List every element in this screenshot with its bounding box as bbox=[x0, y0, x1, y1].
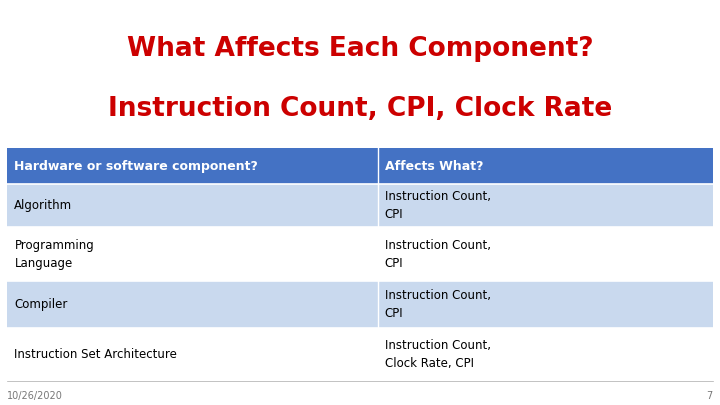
Bar bbox=[7, 328, 713, 381]
Text: Instruction Count, CPI, Clock Rate: Instruction Count, CPI, Clock Rate bbox=[108, 96, 612, 122]
Text: Instruction Count,
CPI: Instruction Count, CPI bbox=[384, 239, 491, 269]
Text: Instruction Count,
CPI: Instruction Count, CPI bbox=[384, 190, 491, 222]
Text: Programming
Language: Programming Language bbox=[14, 239, 94, 269]
Text: Instruction Set Architecture: Instruction Set Architecture bbox=[14, 347, 177, 361]
Bar bbox=[7, 148, 713, 184]
Text: Instruction Count,
Clock Rate, CPI: Instruction Count, Clock Rate, CPI bbox=[384, 339, 491, 370]
Text: Instruction Count,
CPI: Instruction Count, CPI bbox=[384, 289, 491, 320]
Text: Affects What?: Affects What? bbox=[384, 160, 483, 173]
Bar bbox=[7, 184, 713, 228]
Text: 10/26/2020: 10/26/2020 bbox=[7, 391, 63, 401]
Text: What Affects Each Component?: What Affects Each Component? bbox=[127, 36, 593, 62]
Text: Algorithm: Algorithm bbox=[14, 199, 73, 212]
Bar bbox=[7, 281, 713, 328]
Text: Hardware or software component?: Hardware or software component? bbox=[14, 160, 258, 173]
Text: Compiler: Compiler bbox=[14, 298, 68, 311]
Bar bbox=[7, 228, 713, 281]
Text: 7: 7 bbox=[706, 391, 713, 401]
